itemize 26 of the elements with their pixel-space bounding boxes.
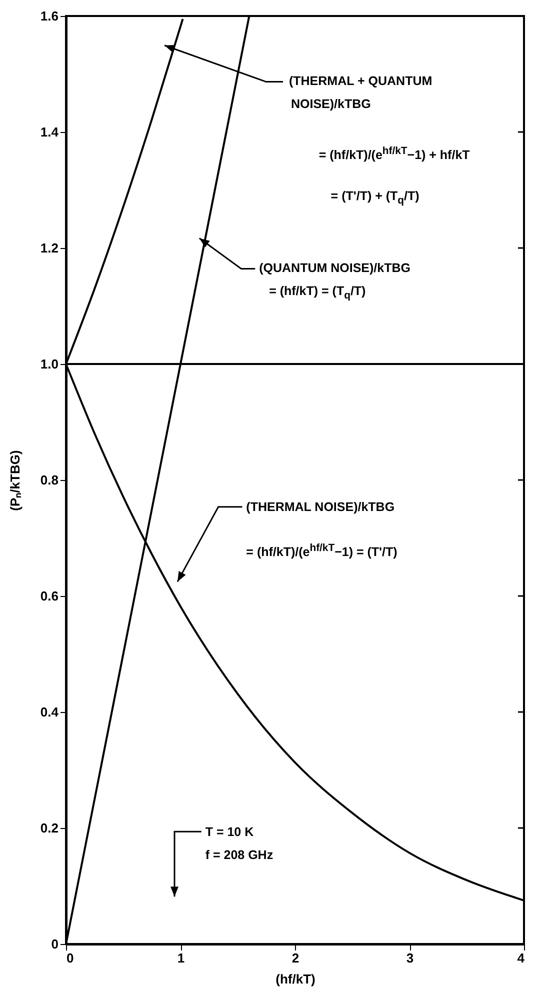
annotation: (QUANTUM NOISE)/kTBG <box>259 260 410 275</box>
annotation: = (T'/T) + (T$_{q}$/T) <box>330 188 420 208</box>
annotation: (THERMAL + QUANTUM <box>288 74 432 88</box>
annotation: = (hf/kT) = (T$_{q}$/T) <box>269 284 366 304</box>
x-tick-label: 1 <box>177 950 185 966</box>
y-tick-label: 0 <box>51 936 58 952</box>
y-tick-label: 0.2 <box>40 820 58 836</box>
y-tick-label: 1.2 <box>40 240 58 256</box>
annotation: NOISE)/kTBG <box>290 97 371 112</box>
y-tick-label: 1.4 <box>40 124 60 140</box>
annotation: f = 208 GHz <box>205 848 274 862</box>
x-tick-label: 4 <box>517 950 526 966</box>
x-tick-label: 3 <box>406 950 414 966</box>
y-tick-label: 1.6 <box>40 8 58 24</box>
x-tick-label: 2 <box>292 950 300 966</box>
annotation: = (hf/kT)/(e$^{hf/kT}$−1) = (T'/T) <box>246 542 398 560</box>
annotation: T = 10 K <box>205 824 254 839</box>
y-tick-label: 0.6 <box>40 588 58 604</box>
annotation: = (hf/kT)/(e$^{hf/kT}$−1) + hf/kT <box>318 144 470 162</box>
y-axis-title: (Pₙ/kTBG) <box>7 450 22 511</box>
y-tick-label: 0.4 <box>40 704 60 720</box>
x-axis-title: (hf/kT) <box>276 972 316 986</box>
y-tick-label: 1.0 <box>40 356 58 372</box>
annotation: (THERMAL NOISE)/kTBG <box>246 500 395 514</box>
y-tick-label: 0.8 <box>40 472 58 488</box>
x-tick-label: 0 <box>66 950 74 966</box>
